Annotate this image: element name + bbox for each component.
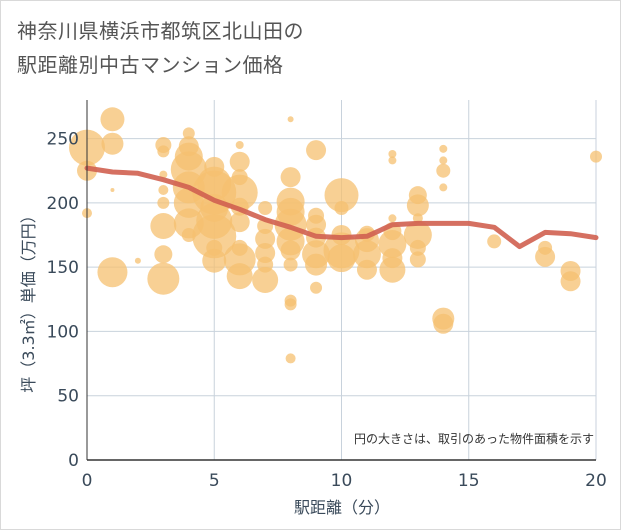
data-bubble xyxy=(327,244,356,273)
data-bubble xyxy=(134,257,141,264)
data-bubble xyxy=(157,145,170,158)
data-bubble xyxy=(147,262,180,295)
data-bubble xyxy=(310,281,323,294)
y-axis-title: 坪（3.3㎡）単価（万円） xyxy=(19,207,38,392)
data-bubble xyxy=(283,257,298,272)
data-bubble xyxy=(388,156,397,165)
chart-title-line2: 駅距離別中古マンション価格 xyxy=(17,53,284,77)
data-bubble xyxy=(258,201,273,215)
data-bubble xyxy=(535,246,556,267)
data-bubble xyxy=(280,167,301,188)
data-bubble xyxy=(356,259,377,280)
data-bubble xyxy=(229,151,250,172)
trend-line-layer xyxy=(84,165,599,250)
x-tick-label: 10 xyxy=(331,471,353,491)
y-tick-label: 100 xyxy=(47,322,79,342)
data-bubble xyxy=(324,178,359,213)
x-tick-label: 5 xyxy=(209,471,220,491)
data-bubble xyxy=(182,127,195,140)
data-bubble xyxy=(255,228,276,249)
data-bubble xyxy=(352,240,381,269)
data-bubble xyxy=(306,140,327,161)
data-bubble xyxy=(388,214,397,223)
data-bubble xyxy=(181,228,196,242)
data-bubble xyxy=(252,267,279,293)
data-bubble xyxy=(409,239,426,256)
data-bubble xyxy=(436,163,451,178)
bubble-size-note: 円の大きさは、取引のあった物件面積を示す xyxy=(354,431,594,446)
data-bubble xyxy=(101,132,124,155)
data-bubble xyxy=(379,256,406,283)
data-bubble xyxy=(154,245,173,264)
trend-line xyxy=(84,165,599,250)
data-bubble xyxy=(439,183,448,192)
data-bubble xyxy=(590,150,602,163)
data-bubble xyxy=(433,313,454,334)
data-bubble xyxy=(100,107,125,132)
data-bubble xyxy=(159,170,168,179)
x-tick-label: 20 xyxy=(585,471,607,491)
y-tick-label: 250 xyxy=(47,130,79,150)
data-bubble xyxy=(158,185,169,195)
data-bubble xyxy=(409,251,426,268)
axes xyxy=(86,100,596,461)
data-bubble xyxy=(150,213,177,239)
data-bubble xyxy=(280,240,301,261)
data-bubble xyxy=(229,212,250,233)
y-tick-labels: 0 50 100 150 200 250 xyxy=(47,130,79,471)
data-bubble xyxy=(406,194,429,217)
chart-title-line1: 神奈川県横浜市都筑区北山田の xyxy=(17,19,304,43)
data-bubble xyxy=(97,257,128,288)
data-bubble xyxy=(334,201,349,215)
data-bubble xyxy=(439,156,448,165)
data-bubble xyxy=(388,150,397,158)
y-tick-label: 200 xyxy=(47,194,79,214)
data-bubble xyxy=(157,196,170,209)
y-tick-label: 0 xyxy=(68,451,79,471)
x-axis-title: 駅距離（分） xyxy=(294,498,390,517)
data-bubble xyxy=(110,188,115,192)
x-tick-labels: 0 5 10 15 20 xyxy=(82,471,607,491)
data-bubble xyxy=(192,214,237,259)
data-bubble xyxy=(284,298,297,311)
data-bubble xyxy=(412,213,423,224)
y-tick-label: 150 xyxy=(47,258,79,278)
data-bubble xyxy=(255,243,276,263)
x-tick-label: 0 xyxy=(82,471,93,491)
data-bubble xyxy=(235,141,244,149)
data-bubble xyxy=(305,253,328,276)
data-bubble xyxy=(487,234,502,249)
data-bubble xyxy=(287,116,294,123)
data-bubble xyxy=(403,221,432,249)
data-bubble xyxy=(560,271,581,292)
y-tick-label: 50 xyxy=(57,387,79,407)
data-bubble xyxy=(378,230,407,258)
data-bubble xyxy=(226,263,253,290)
data-bubble xyxy=(439,144,448,153)
data-bubble xyxy=(221,174,258,211)
data-bubble xyxy=(202,248,227,273)
x-tick-label: 15 xyxy=(458,471,480,491)
data-bubble xyxy=(285,353,296,364)
